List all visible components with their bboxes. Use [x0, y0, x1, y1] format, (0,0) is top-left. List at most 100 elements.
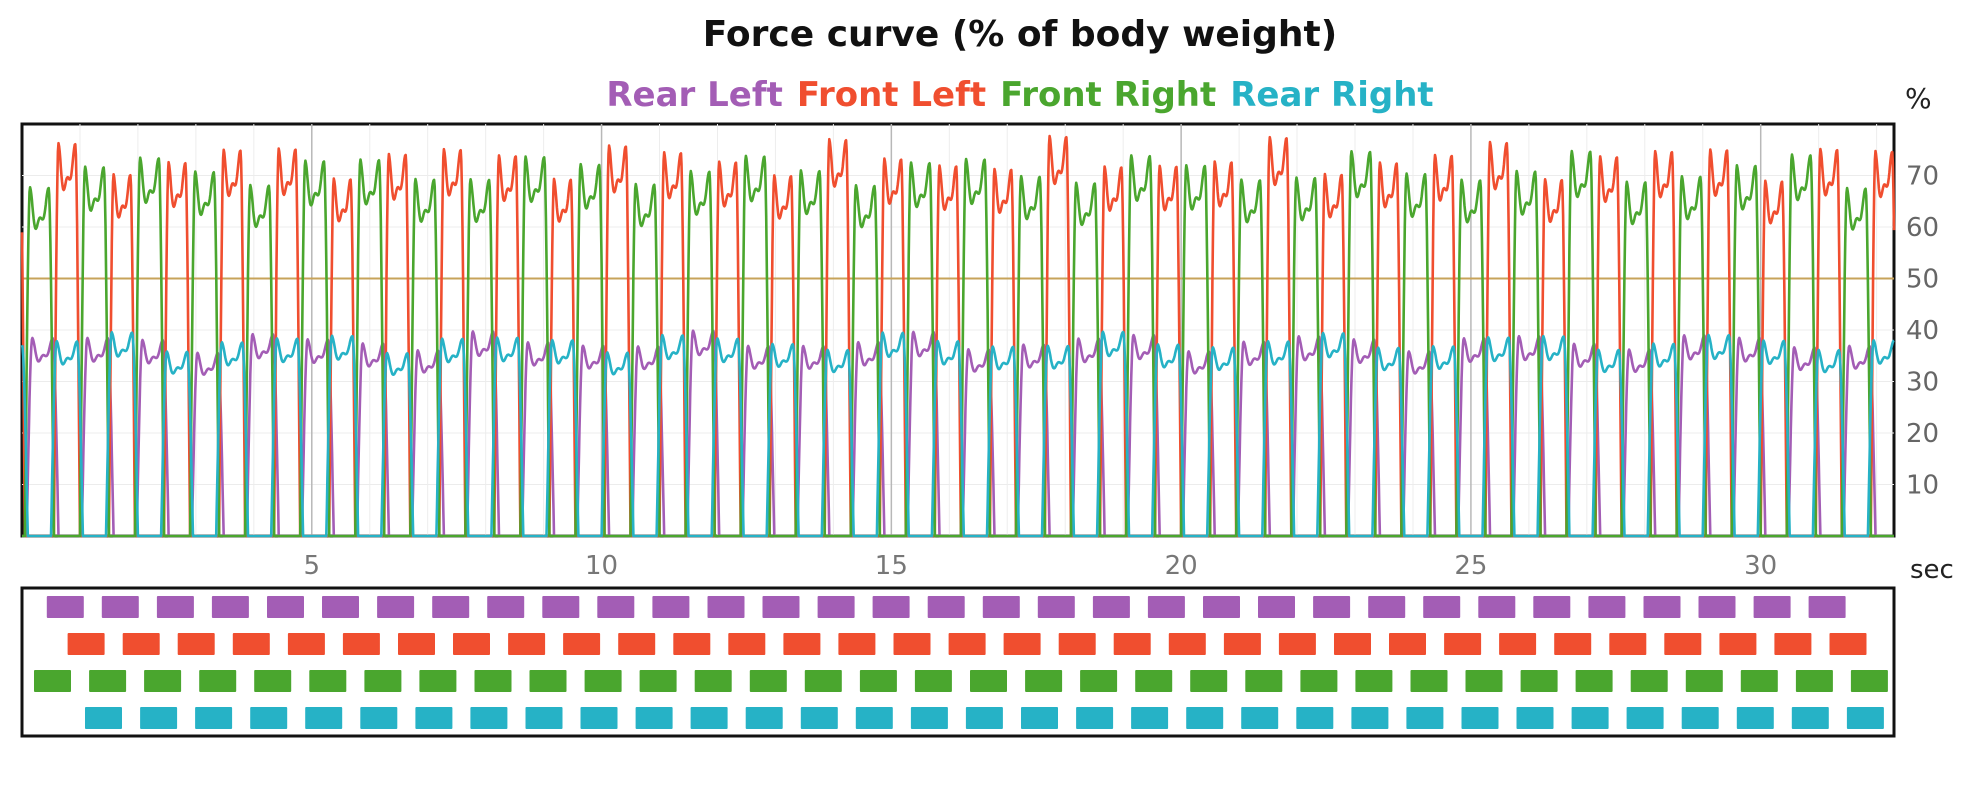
footfall-bar-rear-right [965, 707, 1003, 729]
footfall-bar-front-right [749, 670, 787, 692]
y-axis-label: % [1905, 82, 1932, 115]
footfall-bar-front-right [254, 670, 292, 692]
footfall-bar-front-left [838, 633, 876, 655]
y-tick-label: 30 [1906, 368, 1939, 398]
footfall-bar-front-right [144, 670, 182, 692]
footfall-bar-rear-right [1406, 707, 1444, 729]
footfall-bar-front-right [1575, 670, 1613, 692]
footfall-bar-front-left [563, 633, 601, 655]
footfall-bar-front-right [1355, 670, 1393, 692]
footfall-bar-front-right [1245, 670, 1283, 692]
footfall-bar-rear-right [140, 707, 178, 729]
footfall-bar-front-left [728, 633, 766, 655]
footfall-bar-front-right [1740, 670, 1778, 692]
chart-title: Force curve (% of body weight) [703, 14, 1337, 55]
footfall-bar-rear-left [1092, 596, 1130, 618]
footfall-bar-front-right [1795, 670, 1833, 692]
footfall-bar-rear-right [1131, 707, 1169, 729]
footfall-bar-rear-right [1296, 707, 1334, 729]
footfall-bar-rear-left [211, 596, 249, 618]
x-tick-label: 10 [585, 551, 618, 581]
footfall-bar-rear-left [542, 596, 580, 618]
legend: Rear Left Front Left Front Right Rear Right [606, 75, 1433, 115]
x-tick-label: 30 [1744, 551, 1777, 581]
footfall-bar-front-left [398, 633, 435, 655]
footfall-pattern-panel [20, 586, 1896, 738]
footfall-bar-front-left [1058, 633, 1096, 655]
footfall-bar-front-left [1829, 633, 1867, 655]
footfall-bar-front-left [1334, 633, 1371, 655]
footfall-bar-front-left [783, 633, 821, 655]
footfall-bar-front-left [287, 633, 325, 655]
footfall-bar-rear-left [432, 596, 470, 618]
footfall-bar-front-right [804, 670, 842, 692]
y-tick-label: 60 [1906, 213, 1939, 243]
footfall-bar-front-right [89, 670, 127, 692]
footfall-bar-front-left [673, 633, 711, 655]
footfall-bar-front-right [584, 670, 622, 692]
footfall-bar-rear-right [1626, 707, 1664, 729]
footfall-bar-rear-right [360, 707, 398, 729]
footfall-bar-rear-right [250, 707, 288, 729]
footfall-bar-front-right [914, 670, 952, 692]
footfall-bar-rear-right [85, 707, 122, 729]
footfall-bar-rear-right [855, 707, 893, 729]
series-lines [20, 134, 1896, 538]
footfall-bar-rear-left [707, 596, 745, 618]
footfall-bar-rear-right [305, 707, 343, 729]
footfall-bar-rear-right [1571, 707, 1609, 729]
footfall-bar-front-left [1389, 633, 1426, 655]
footfall-bar-front-right [474, 670, 512, 692]
footfall-bar-rear-right [1681, 707, 1719, 729]
footfall-bar-rear-left [927, 596, 965, 618]
footfall-bar-front-left [1664, 633, 1702, 655]
footfall-bar-front-left [1719, 633, 1757, 655]
footfall-bar-front-right [639, 670, 677, 692]
footfall-bar-rear-right [1076, 707, 1114, 729]
y-tick-label: 10 [1906, 471, 1939, 501]
footfall-bar-rear-left [1808, 596, 1846, 618]
x-tick-label: 25 [1454, 551, 1487, 581]
series-line-front-right [21, 149, 1895, 538]
footfall-bar-rear-left [1423, 596, 1461, 618]
legend-item-front-right: Front Right [1000, 75, 1216, 115]
footfall-bar-rear-left [377, 596, 415, 618]
footfall-bar-rear-right [690, 707, 728, 729]
footfall-bar-front-right [1025, 670, 1063, 692]
footfall-bar-front-right [199, 670, 237, 692]
footfall-bar-rear-right [635, 707, 673, 729]
footfall-bar-front-right [1300, 670, 1338, 692]
footfall-bar-front-left [1774, 633, 1812, 655]
footfall-bar-front-left [342, 633, 380, 655]
footfall-bar-rear-left [1588, 596, 1626, 618]
footfall-bars [34, 596, 1888, 729]
footfall-bar-rear-right [525, 707, 563, 729]
footfall-bar-front-left [67, 633, 105, 655]
footfall-bar-front-right [1410, 670, 1448, 692]
footfall-bar-front-left [1444, 633, 1482, 655]
legend-item-rear-right: Rear Right [1230, 75, 1433, 115]
footfall-bar-front-left [508, 633, 546, 655]
footfall-bar-rear-right [470, 707, 508, 729]
legend-item-rear-left: Rear Left [606, 75, 783, 115]
footfall-bar-front-left [1113, 633, 1151, 655]
footfall-bar-rear-left [46, 596, 84, 618]
footfall-bar-rear-right [1241, 707, 1279, 729]
footfall-bar-rear-left [1037, 596, 1075, 618]
footfall-bar-front-right [859, 670, 897, 692]
footfall-bar-front-left [1499, 633, 1537, 655]
footfall-bar-front-left [893, 633, 931, 655]
footfall-bar-rear-right [415, 707, 453, 729]
footfall-bar-rear-right [1846, 707, 1884, 729]
footfall-bar-front-left [1609, 633, 1647, 655]
footfall-bar-front-left [1554, 633, 1592, 655]
footfall-bar-front-left [1223, 633, 1261, 655]
footfall-bar-rear-left [1478, 596, 1516, 618]
x-tick-label: 15 [875, 551, 908, 581]
footfall-bar-rear-left [1368, 596, 1406, 618]
footfall-bar-rear-right [1186, 707, 1224, 729]
footfall-bar-front-right [694, 670, 732, 692]
footfall-bar-front-right [419, 670, 457, 692]
footfall-bar-front-left [177, 633, 215, 655]
